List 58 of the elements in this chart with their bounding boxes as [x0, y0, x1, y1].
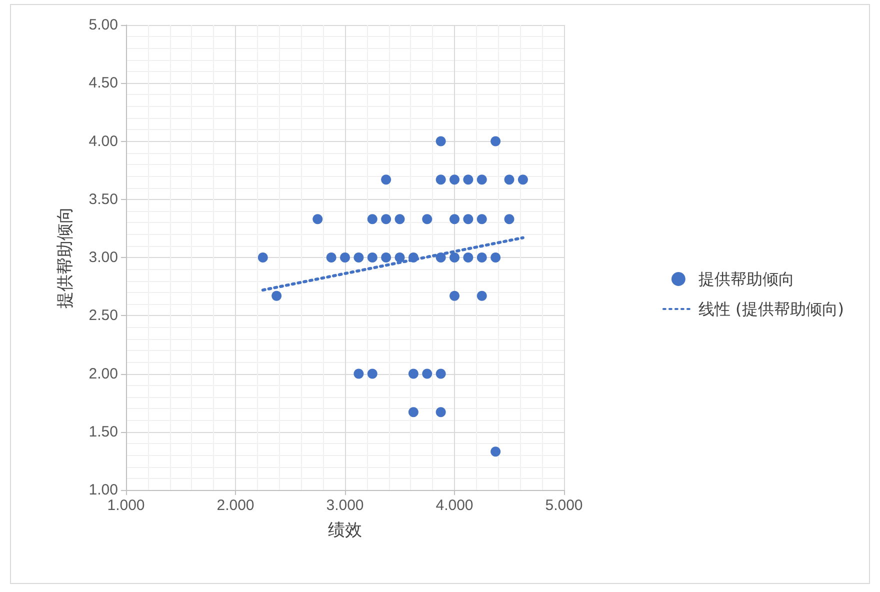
point [450, 214, 460, 224]
point [381, 174, 392, 185]
point [450, 174, 460, 185]
y-axis-title: 提供帮助倾向 [56, 206, 76, 308]
y-tick-label: 1.00 [88, 482, 118, 498]
point [367, 368, 378, 379]
point [436, 407, 446, 418]
x-tick-label: 3.000 [326, 497, 364, 514]
point [436, 174, 446, 185]
x-tick-label: 2.000 [216, 497, 254, 514]
x-tick-label: 1.000 [107, 497, 145, 514]
legend-label: 线性 (提供帮助倾向) [698, 300, 844, 318]
point [490, 136, 501, 146]
point [450, 252, 460, 262]
x-axis-title: 绩效 [328, 520, 362, 540]
point [340, 252, 350, 262]
point [367, 214, 378, 224]
point [381, 214, 392, 224]
point [326, 252, 336, 262]
legend-label: 提供帮助倾向 [698, 270, 794, 288]
y-tick-label: 2.50 [88, 307, 118, 324]
point [463, 174, 474, 185]
point [450, 290, 460, 301]
point [354, 252, 364, 262]
point [422, 214, 432, 224]
point [354, 368, 364, 379]
point [422, 368, 432, 379]
y-tick-label: 3.50 [88, 190, 118, 208]
point [312, 214, 323, 224]
point [272, 290, 282, 301]
point [408, 368, 418, 379]
point [436, 368, 446, 379]
point [258, 252, 268, 262]
point [504, 214, 514, 224]
y-tick-label: 1.50 [88, 423, 118, 440]
point [490, 446, 501, 457]
point [381, 252, 392, 262]
point [476, 214, 487, 224]
x-tick-label: 5.000 [545, 497, 583, 514]
point [518, 174, 528, 185]
point [504, 174, 514, 185]
point [476, 174, 487, 185]
x-tick-label: 4.000 [436, 497, 474, 514]
y-tick-label: 5.00 [88, 16, 118, 34]
point [476, 290, 487, 301]
point [463, 252, 474, 262]
y-tick-label: 2.00 [88, 365, 118, 382]
y-tick-label: 4.00 [88, 132, 118, 150]
point [476, 252, 487, 262]
point [463, 214, 474, 224]
point [394, 214, 405, 224]
point [436, 136, 446, 146]
point [490, 252, 501, 262]
point [394, 252, 405, 262]
point [408, 407, 418, 418]
y-tick-label: 3.00 [88, 249, 118, 266]
y-tick-label: 4.50 [88, 74, 118, 92]
point [367, 252, 378, 262]
